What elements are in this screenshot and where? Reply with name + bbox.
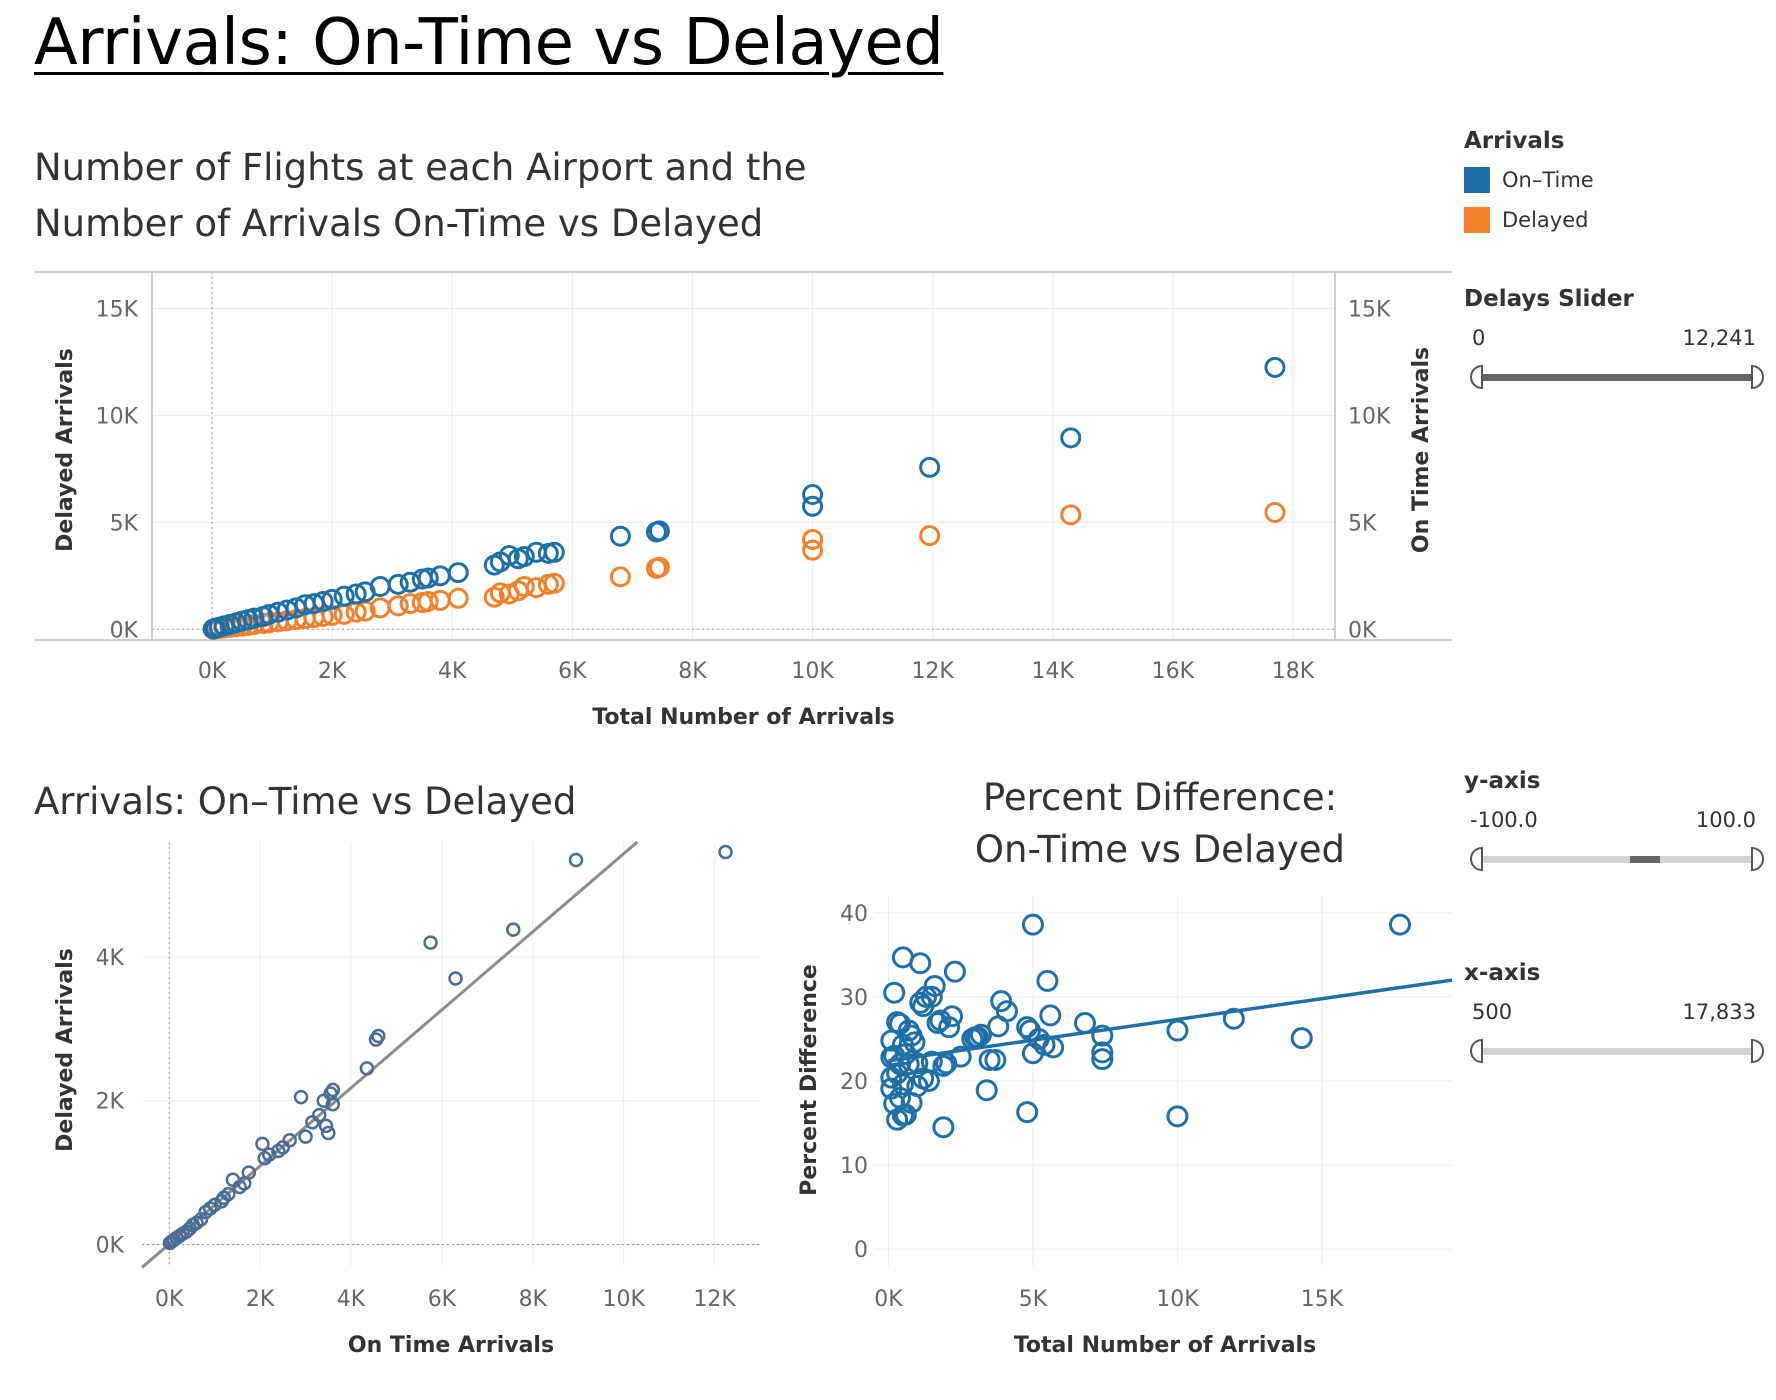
delays-slider-max-handle[interactable] <box>1751 364 1764 390</box>
top-x-tick-label: 10K <box>791 659 834 684</box>
top-point-on-time <box>267 601 289 623</box>
legend-swatch-on-time <box>1464 167 1490 193</box>
x-axis-slider[interactable] <box>1466 1036 1768 1066</box>
top-x-tick-label: 16K <box>1152 659 1195 684</box>
y-axis-slider[interactable] <box>1466 844 1768 874</box>
top-point-on-time <box>399 571 421 593</box>
y-axis-slider-track[interactable] <box>1476 856 1758 863</box>
top-point-on-time <box>252 605 274 627</box>
top-point-on-time <box>202 618 224 640</box>
delays-slider-min-label: 0 <box>1472 326 1486 350</box>
top-y-right-axis-label: On Time Arrivals <box>1409 347 1434 553</box>
top-point-on-time <box>802 484 824 506</box>
top-point-on-time <box>411 568 433 590</box>
legend-label-delayed: Delayed <box>1502 208 1589 232</box>
top-point-on-time <box>333 585 355 607</box>
top-point-on-time <box>919 456 941 478</box>
y-axis-slider-title: y-axis <box>1464 768 1541 794</box>
top-y-left-tick-label: 5K <box>110 511 139 536</box>
top-point-on-time <box>345 583 367 605</box>
top-point-on-time <box>609 525 631 547</box>
delays-slider-title: Delays Slider <box>1464 286 1634 312</box>
top-y-right-tick-label: 15K <box>1348 297 1391 322</box>
top-point-delayed <box>387 595 409 617</box>
delays-slider-min-handle[interactable] <box>1470 364 1483 390</box>
top-chart-title-line-2: Number of Arrivals On-Time vs Delayed <box>34 202 764 245</box>
legend-swatch-delayed <box>1464 207 1490 233</box>
top-point-on-time <box>525 541 547 563</box>
delays-slider[interactable] <box>1466 362 1768 392</box>
top-point-delayed <box>919 525 941 547</box>
top-x-tick-label: 14K <box>1032 659 1075 684</box>
top-point-on-time <box>483 554 505 576</box>
bottom-left-chart-title: Arrivals: On–Time vs Delayed <box>34 780 577 823</box>
y-axis-slider-range <box>1630 856 1660 863</box>
legend-label-on-time: On–Time <box>1502 168 1594 192</box>
bottom-right-chart-title-line-2: On-Time vs Delayed <box>974 828 1346 871</box>
top-point-delayed <box>498 583 520 605</box>
bottom-right-chart-title: Percent Difference: On-Time vs Delayed <box>880 772 1440 876</box>
delays-slider-max-label: 12,241 <box>1682 326 1756 350</box>
legend-title: Arrivals <box>1464 128 1565 154</box>
top-x-tick-label: 4K <box>438 659 467 684</box>
top-y-right-tick-label: 0K <box>1348 618 1377 643</box>
top-x-axis-label: Total Number of Arrivals <box>592 705 894 730</box>
x-axis-slider-track[interactable] <box>1476 1048 1758 1055</box>
top-point-delayed <box>1060 504 1082 526</box>
top-point-on-time <box>387 573 409 595</box>
legend-item-delayed[interactable]: Delayed <box>1464 200 1594 240</box>
y-axis-slider-min-handle[interactable] <box>1470 846 1483 872</box>
top-y-left-axis-label: Delayed Arrivals <box>53 348 78 552</box>
top-point-on-time <box>354 581 376 603</box>
top-point-delayed <box>1264 501 1286 523</box>
top-point-delayed <box>645 557 667 579</box>
top-point-delayed <box>802 539 824 561</box>
y-axis-slider-max-handle[interactable] <box>1751 846 1764 872</box>
y-axis-slider-max-label: 100.0 <box>1695 808 1756 832</box>
bottom-right-chart-title-line-1: Percent Difference: <box>982 776 1338 819</box>
legend-item-on-time[interactable]: On–Time <box>1464 160 1594 200</box>
dashboard-title: Arrivals: On-Time vs Delayed <box>34 6 944 80</box>
x-axis-slider-max-handle[interactable] <box>1751 1038 1764 1064</box>
top-point-on-time <box>802 495 824 517</box>
top-x-tick-label: 18K <box>1272 659 1315 684</box>
top-chart-title: Number of Flights at each Airport and th… <box>34 140 807 252</box>
x-axis-slider-title: x-axis <box>1464 960 1541 986</box>
top-point-delayed <box>399 593 421 615</box>
delays-slider-range <box>1478 374 1756 381</box>
top-point-delayed <box>537 573 559 595</box>
top-point-delayed <box>411 592 433 614</box>
y-axis-slider-min-label: -100.0 <box>1470 808 1538 832</box>
x-axis-slider-min-label: 500 <box>1472 1000 1513 1024</box>
top-point-on-time <box>1060 427 1082 449</box>
top-y-left-tick-label: 10K <box>96 404 139 429</box>
top-point-delayed <box>369 597 391 619</box>
top-x-tick-label: 6K <box>558 659 587 684</box>
top-point-on-time <box>645 521 667 543</box>
top-chart-title-line-1: Number of Flights at each Airport and th… <box>34 146 807 189</box>
top-y-right-tick-label: 10K <box>1348 404 1391 429</box>
top-point-delayed <box>802 528 824 550</box>
top-x-tick-label: 2K <box>318 659 347 684</box>
top-point-on-time <box>1264 356 1286 378</box>
top-x-tick-label: 0K <box>198 659 227 684</box>
top-point-delayed <box>609 566 631 588</box>
arrivals-legend: Arrivals On–Time Delayed <box>1464 128 1594 240</box>
top-y-left-tick-label: 15K <box>96 297 139 322</box>
top-point-on-time <box>537 542 559 564</box>
top-point-delayed <box>483 586 505 608</box>
top-x-tick-label: 12K <box>911 659 954 684</box>
top-y-left-tick-label: 0K <box>110 618 139 643</box>
x-axis-slider-min-handle[interactable] <box>1470 1038 1483 1064</box>
top-y-right-tick-label: 5K <box>1348 511 1377 536</box>
x-axis-slider-max-label: 17,833 <box>1682 1000 1756 1024</box>
top-x-tick-label: 8K <box>678 659 707 684</box>
